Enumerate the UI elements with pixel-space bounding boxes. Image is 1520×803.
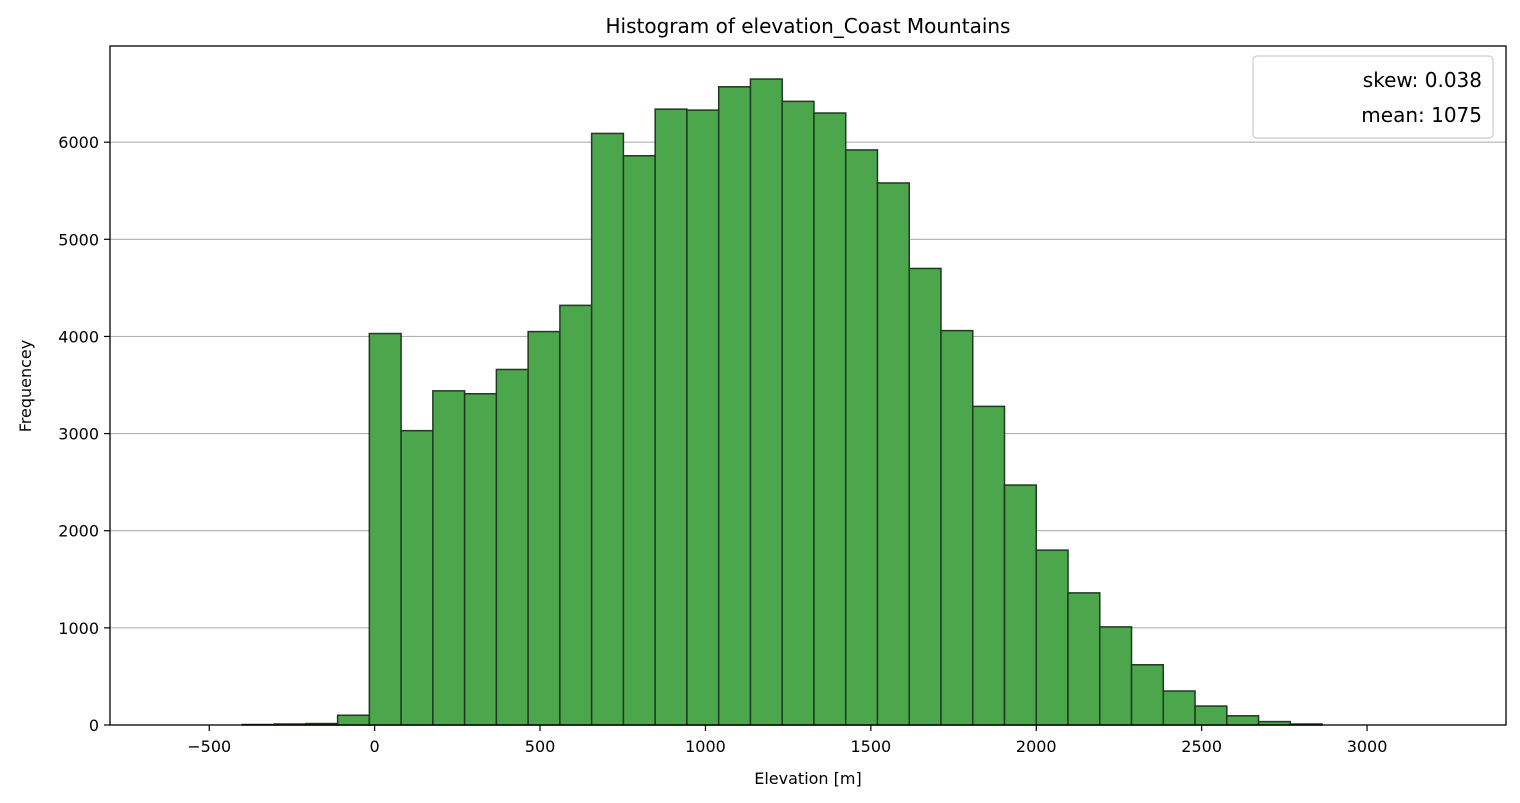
histogram-bar (971, 405, 1006, 726)
y-axis-label: Frequencey (16, 340, 35, 433)
x-tick-label: 1000 (685, 737, 726, 756)
histogram-bar (336, 714, 371, 726)
histogram-bars (241, 78, 1323, 726)
histogram-bar (527, 330, 561, 726)
chart-title: Histogram of elevation_Coast Mountains (606, 14, 1011, 38)
y-axis-ticks: 0 1000 2000 3000 4000 5000 6000 (58, 133, 110, 735)
histogram-bar (1067, 592, 1101, 726)
y-tick-label: 2000 (58, 522, 99, 541)
x-axis-ticks: −500 0 500 1000 1500 2000 2500 3000 (187, 725, 1387, 756)
histogram-bar (1099, 626, 1133, 726)
histogram-bar (749, 78, 783, 726)
x-tick-label: 500 (525, 737, 556, 756)
y-tick-label: 3000 (58, 425, 99, 444)
histogram-bar (590, 132, 625, 726)
histogram-bar (400, 429, 434, 726)
histogram-bar (844, 149, 879, 726)
histogram-bar (781, 100, 815, 726)
histogram-bar (654, 108, 688, 726)
x-tick-label: 2000 (1016, 737, 1057, 756)
legend: skew: 0.038 mean: 1075 (1252, 55, 1494, 139)
histogram-bar (686, 109, 720, 726)
histogram-bar (717, 86, 752, 726)
histogram-bar (622, 155, 656, 726)
histogram-bar (876, 182, 910, 726)
legend-box (1252, 55, 1494, 139)
histogram-bar (368, 332, 402, 726)
histogram-bar (463, 393, 498, 726)
histogram-bar (559, 304, 593, 726)
x-tick-label: −500 (187, 737, 231, 756)
histogram-bar (1194, 705, 1228, 726)
histogram-bar (1226, 715, 1260, 726)
y-tick-label: 6000 (58, 133, 99, 152)
histogram-bar (495, 368, 529, 726)
histogram-bar (908, 267, 942, 726)
y-tick-label: 5000 (58, 230, 99, 249)
plot-frame (109, 45, 1507, 726)
legend-entry-skew: skew: 0.038 (1363, 68, 1482, 92)
x-axis-label: Elevation [m] (754, 769, 861, 788)
histogram-bar (432, 390, 466, 726)
legend-entry-mean: mean: 1075 (1361, 103, 1482, 127)
y-tick-label: 4000 (58, 327, 99, 346)
y-tick-label: 1000 (58, 619, 99, 638)
histogram-bar (1003, 484, 1038, 726)
x-tick-label: 2500 (1181, 737, 1222, 756)
y-tick-label: 0 (89, 716, 99, 735)
histogram-bar (1130, 664, 1165, 726)
histogram-bar (940, 329, 974, 726)
histogram-bar (1035, 549, 1069, 726)
x-tick-label: 3000 (1347, 737, 1388, 756)
histogram-bar (1162, 690, 1196, 726)
histogram-bar (813, 112, 847, 726)
x-tick-label: 0 (370, 737, 380, 756)
x-tick-label: 1500 (850, 737, 891, 756)
